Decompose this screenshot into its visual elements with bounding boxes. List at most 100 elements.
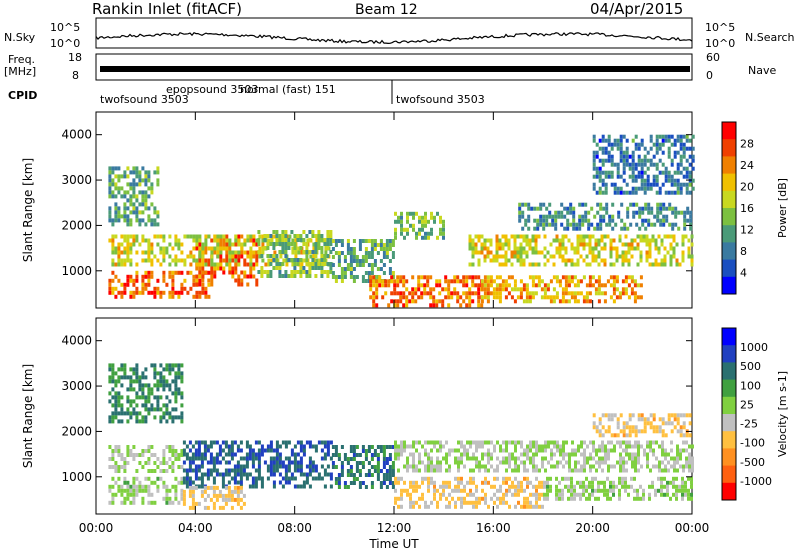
xtick-label-3: 12:00 — [377, 521, 412, 535]
band-power-8 — [468, 234, 694, 267]
band-velocity-5 — [331, 445, 395, 489]
colorbar-seg-0-7 — [722, 242, 736, 261]
colorbar-seg-1-9 — [722, 482, 736, 501]
noise-left-tick-high: 10^5 — [50, 21, 81, 34]
xtick-label-2: 08:00 — [277, 521, 312, 535]
xtick-label-5: 20:00 — [575, 521, 610, 535]
colorbar-seg-0-4 — [722, 190, 736, 209]
ytick-label-1-1: 2000 — [61, 424, 92, 438]
colorbar-seg-0-1 — [722, 139, 736, 157]
colorbar-seg-0-5 — [722, 208, 736, 226]
nsearch-label: N.Search — [745, 31, 795, 44]
colorbar-seg-1-3 — [722, 379, 736, 398]
band-power-9 — [480, 275, 643, 304]
band-velocity-4 — [182, 485, 246, 510]
band-power-3 — [108, 166, 160, 227]
colorbar-seg-1-2 — [722, 362, 736, 381]
cpid-label: CPID — [8, 89, 38, 102]
band-power-10 — [518, 202, 693, 231]
xtick-label-6: 00:00 — [675, 521, 710, 535]
colorbar-seg-0-6 — [722, 225, 736, 243]
colorbar-seg-1-6 — [722, 431, 736, 449]
band-velocity-0 — [108, 363, 184, 424]
nave-label: Nave — [748, 64, 777, 77]
xtick-label-4: 16:00 — [476, 521, 511, 535]
band-power-7 — [394, 211, 445, 240]
colorbar-seg-0-8 — [722, 259, 736, 278]
freq-panel-frame — [95, 53, 693, 81]
band-velocity-9 — [592, 413, 692, 438]
colorbar-label-0: Power [dB] — [776, 178, 789, 238]
colorbar-tick-1-0: 1000 — [740, 341, 768, 354]
beam-title: Beam 12 — [355, 2, 418, 18]
colorbar-tick-0-3: 16 — [740, 202, 754, 215]
noise-right-tick-high: 10^5 — [705, 21, 736, 34]
ytick-label-1-0: 1000 — [61, 470, 92, 484]
freq-left-tick-low: 8 — [72, 69, 79, 82]
band-velocity-6 — [394, 476, 544, 509]
colorbar-tick-1-5: -100 — [740, 437, 765, 450]
colorbar-frame-1 — [721, 327, 737, 501]
colorbar-tick-1-7: -1000 — [740, 475, 772, 488]
colorbar-tick-0-1: 24 — [740, 159, 754, 172]
ytick-label-1-3: 4000 — [61, 334, 92, 348]
ylabel-1: Slant Range [km] — [21, 364, 35, 468]
freq-unit-label: [MHz] — [4, 65, 37, 78]
ytick-label-1-2: 3000 — [61, 379, 92, 393]
cpid-seg-1: twofsound 3503 — [100, 93, 189, 106]
colorbar-seg-1-5 — [722, 414, 736, 432]
noise-left-tick-low: 10^0 — [50, 37, 81, 50]
ytick-label-0-3: 4000 — [61, 128, 92, 142]
noise-trace — [95, 31, 693, 45]
freq-trace — [100, 66, 690, 72]
band-power-4 — [257, 230, 333, 278]
band-power-11 — [592, 134, 695, 195]
colorbar-tick-0-4: 12 — [740, 224, 754, 237]
cpid-seg-4: twofsound 3503 — [396, 93, 485, 106]
band-power-6 — [369, 275, 484, 308]
freq-left-tick-high: 18 — [68, 51, 82, 64]
colorbar-seg-1-0 — [722, 328, 736, 346]
band-velocity-3 — [182, 440, 333, 489]
ytick-label-0-0: 1000 — [61, 264, 92, 278]
band-velocity-1 — [108, 445, 184, 473]
band-velocity-7 — [394, 440, 694, 473]
ytick-label-0-1: 2000 — [61, 218, 92, 232]
ytick-label-0-2: 3000 — [61, 173, 92, 187]
colorbar-seg-1-4 — [722, 396, 736, 415]
colorbar-tick-0-2: 20 — [740, 181, 754, 194]
colorbar-tick-0-0: 28 — [740, 138, 754, 151]
freq-right-tick-high: 60 — [706, 51, 720, 64]
colorbar-seg-0-2 — [722, 156, 736, 175]
colorbar-tick-1-2: 100 — [740, 379, 761, 392]
ylabel-0: Slant Range [km] — [21, 158, 35, 262]
noise-panel-frame — [95, 17, 693, 49]
date-title: 04/Apr/2015 — [590, 0, 684, 18]
colorbar-seg-0-0 — [722, 122, 736, 140]
colorbar-tick-1-3: 25 — [740, 398, 754, 411]
cpid-seg-2: epopsound 3503 — [166, 83, 259, 96]
colorbar-seg-0-9 — [722, 276, 736, 295]
colorbar-seg-0-3 — [722, 173, 736, 192]
xtick-label-1: 04:00 — [178, 521, 213, 535]
cpid-seg-3: normal (fast) 151 — [240, 83, 336, 96]
xtick-label-0: 00:00 — [79, 521, 114, 535]
colorbar-seg-1-8 — [722, 465, 736, 484]
colorbar-tick-0-5: 8 — [740, 245, 747, 258]
colorbar-tick-1-4: -25 — [740, 418, 758, 431]
colorbar-seg-1-1 — [722, 345, 736, 363]
xlabel: Time UT — [368, 537, 419, 551]
band-velocity-8 — [543, 476, 693, 501]
colorbar-tick-0-6: 4 — [740, 267, 747, 280]
noise-right-tick-low: 10^0 — [705, 37, 736, 50]
colorbar-label-1: Velocity [m s-1] — [776, 371, 789, 457]
freq-right-tick-low: 0 — [706, 69, 713, 82]
colorbar-frame-0 — [721, 121, 737, 295]
nsky-label: N.Sky — [4, 31, 36, 44]
band-velocity-2 — [108, 476, 184, 505]
colorbar-tick-1-1: 500 — [740, 360, 761, 373]
station-title: Rankin Inlet (fitACF) — [92, 0, 243, 18]
freq-label: Freq. — [8, 53, 36, 66]
colorbar-tick-1-6: -500 — [740, 456, 765, 469]
